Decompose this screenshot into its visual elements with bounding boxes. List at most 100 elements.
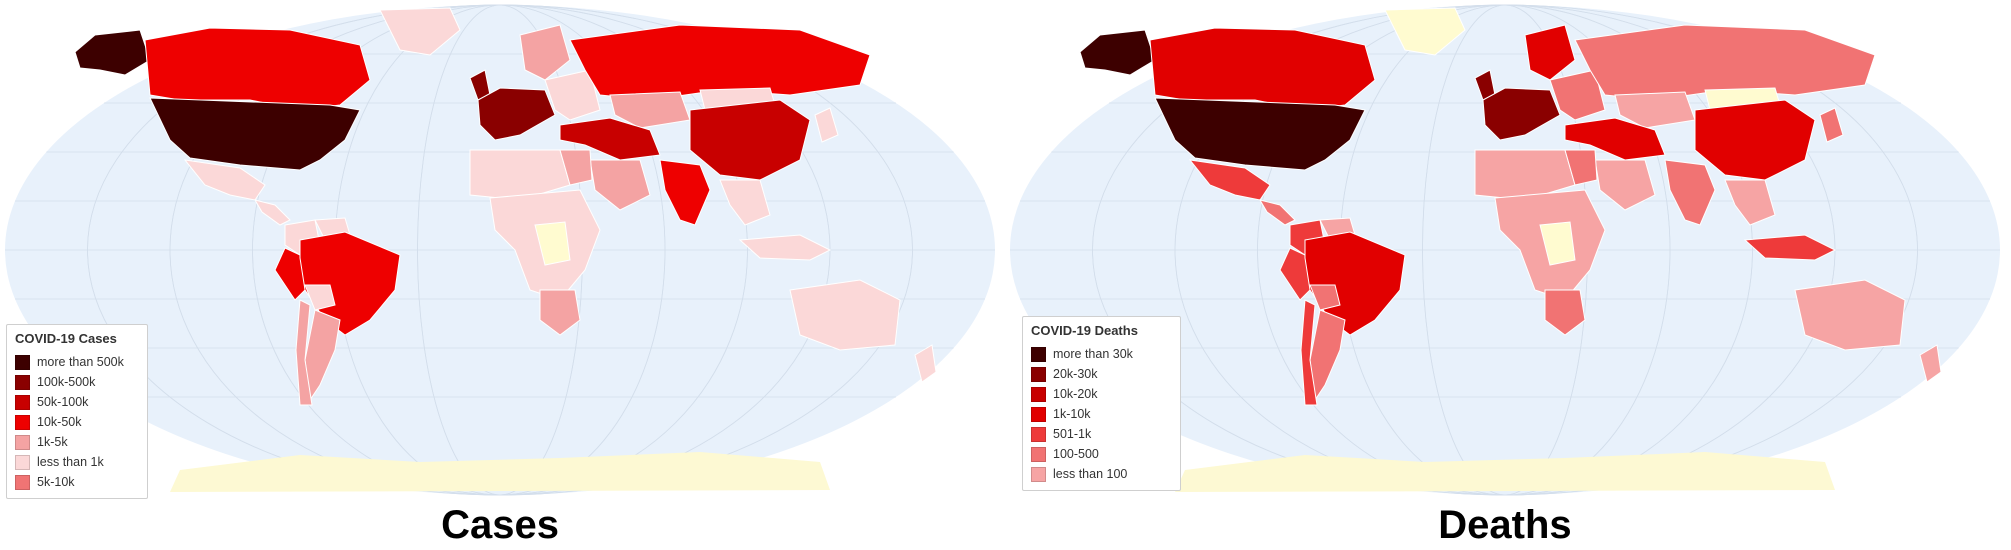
- region-scandinavia[interactable]: [519, 24, 571, 81]
- legend-item: 20k-30k: [1031, 364, 1172, 384]
- region-usa[interactable]: [1154, 97, 1366, 171]
- region-north-africa[interactable]: [1474, 149, 1576, 201]
- deaths-caption: Deaths: [1438, 503, 1572, 547]
- legend-swatch: [15, 434, 30, 450]
- legend-item: less than 100: [1031, 464, 1172, 484]
- legend-swatch: [15, 374, 30, 390]
- region-kazakhstan[interactable]: [609, 91, 691, 129]
- region-india[interactable]: [1664, 159, 1716, 226]
- region-south-africa[interactable]: [1544, 289, 1586, 336]
- legend-swatch: [1031, 406, 1046, 422]
- deaths-legend-items: more than 30k 20k-30k 10k-20k 1k-10k 501-1k 1…: [1031, 344, 1172, 484]
- cases-panel: COVID-19 Cases more than 500k 100k-500k 50…: [0, 0, 1000, 550]
- region-alaska[interactable]: [74, 29, 151, 76]
- region-nz[interactable]: [1919, 344, 1942, 383]
- region-se-asia[interactable]: [1724, 179, 1776, 226]
- legend-swatch: [15, 454, 30, 470]
- region-egypt[interactable]: [559, 149, 593, 186]
- legend-label: more than 30k: [1053, 347, 1133, 361]
- legend-label: less than 1k: [37, 455, 104, 469]
- region-north-africa[interactable]: [469, 149, 571, 201]
- region-south-africa[interactable]: [539, 289, 581, 336]
- region-greenland[interactable]: [379, 7, 461, 56]
- region-japan[interactable]: [1819, 107, 1844, 143]
- legend-swatch: [15, 354, 30, 370]
- region-canada[interactable]: [144, 27, 371, 111]
- region-nz[interactable]: [914, 344, 937, 383]
- region-arabia[interactable]: [589, 159, 651, 211]
- legend-label: 10k-20k: [1053, 387, 1098, 401]
- region-bolivia[interactable]: [304, 284, 336, 311]
- legend-item: more than 30k: [1031, 344, 1172, 364]
- region-scandinavia[interactable]: [1524, 24, 1576, 81]
- legend-swatch: [1031, 366, 1046, 382]
- deaths-legend: COVID-19 Deaths more than 30k 20k-30k 10k-…: [1022, 316, 1181, 491]
- legend-label: less than 100: [1053, 467, 1128, 481]
- region-drc[interactable]: [1539, 221, 1576, 266]
- region-brazil[interactable]: [1304, 231, 1406, 336]
- region-chile[interactable]: [1300, 299, 1318, 406]
- legend-swatch: [1031, 426, 1046, 442]
- legend-item: 50k-100k: [15, 392, 139, 412]
- region-indonesia[interactable]: [1743, 234, 1837, 261]
- region-central-america[interactable]: [253, 199, 291, 226]
- legend-swatch: [15, 474, 30, 490]
- legend-label: 50k-100k: [37, 395, 89, 409]
- legend-item: 1k-5k: [15, 432, 139, 452]
- region-russia[interactable]: [1574, 24, 1876, 101]
- deaths-map[interactable]: [1005, 0, 2005, 500]
- region-india[interactable]: [659, 159, 711, 226]
- legend-label: 1k-5k: [37, 435, 68, 449]
- cases-map[interactable]: [0, 0, 1000, 500]
- region-chile[interactable]: [295, 299, 313, 406]
- region-china[interactable]: [1694, 99, 1816, 181]
- region-central-america[interactable]: [1258, 199, 1296, 226]
- region-eastern-europe[interactable]: [544, 69, 601, 121]
- legend-label: 100-500: [1053, 447, 1099, 461]
- region-australia[interactable]: [789, 279, 901, 351]
- region-australia[interactable]: [1794, 279, 1906, 351]
- legend-item: 10k-50k: [15, 412, 139, 432]
- deaths-panel: COVID-19 Deaths more than 30k 20k-30k 10k-…: [1005, 0, 2005, 550]
- region-bolivia[interactable]: [1309, 284, 1341, 311]
- region-egypt[interactable]: [1564, 149, 1598, 186]
- legend-swatch: [1031, 466, 1046, 482]
- region-usa[interactable]: [149, 97, 361, 171]
- region-turkey-iran[interactable]: [1564, 117, 1666, 161]
- region-western-europe[interactable]: [1482, 87, 1561, 141]
- legend-item: 1k-10k: [1031, 404, 1172, 424]
- legend-item: 5k-10k: [15, 472, 139, 492]
- region-japan[interactable]: [814, 107, 839, 143]
- legend-label: 1k-10k: [1053, 407, 1091, 421]
- legend-item: less than 1k: [15, 452, 139, 472]
- region-canada[interactable]: [1149, 27, 1376, 111]
- legend-swatch: [1031, 386, 1046, 402]
- region-eastern-europe[interactable]: [1549, 69, 1606, 121]
- cases-legend-items: more than 500k 100k-500k 50k-100k 10k-50k 1k…: [15, 352, 139, 492]
- deaths-legend-title: COVID-19 Deaths: [1031, 323, 1138, 338]
- region-drc[interactable]: [534, 221, 571, 266]
- region-indonesia[interactable]: [738, 234, 832, 261]
- region-russia[interactable]: [569, 24, 871, 101]
- region-arabia[interactable]: [1594, 159, 1656, 211]
- cases-legend: COVID-19 Cases more than 500k 100k-500k 50…: [6, 324, 148, 499]
- legend-swatch: [15, 414, 30, 430]
- region-turkey-iran[interactable]: [559, 117, 661, 161]
- legend-item: 100-500: [1031, 444, 1172, 464]
- region-china[interactable]: [689, 99, 811, 181]
- cases-caption: Cases: [441, 503, 559, 547]
- region-se-asia[interactable]: [719, 179, 771, 226]
- region-western-europe[interactable]: [477, 87, 556, 141]
- region-greenland[interactable]: [1384, 7, 1466, 56]
- legend-item: more than 500k: [15, 352, 139, 372]
- region-kazakhstan[interactable]: [1614, 91, 1696, 129]
- region-brazil[interactable]: [299, 231, 401, 336]
- legend-label: 20k-30k: [1053, 367, 1098, 381]
- region-alaska[interactable]: [1079, 29, 1156, 76]
- legend-swatch: [15, 394, 30, 410]
- legend-label: more than 500k: [37, 355, 124, 369]
- legend-swatch: [1031, 346, 1046, 362]
- legend-label: 10k-50k: [37, 415, 82, 429]
- legend-swatch: [1031, 446, 1046, 462]
- legend-item: 100k-500k: [15, 372, 139, 392]
